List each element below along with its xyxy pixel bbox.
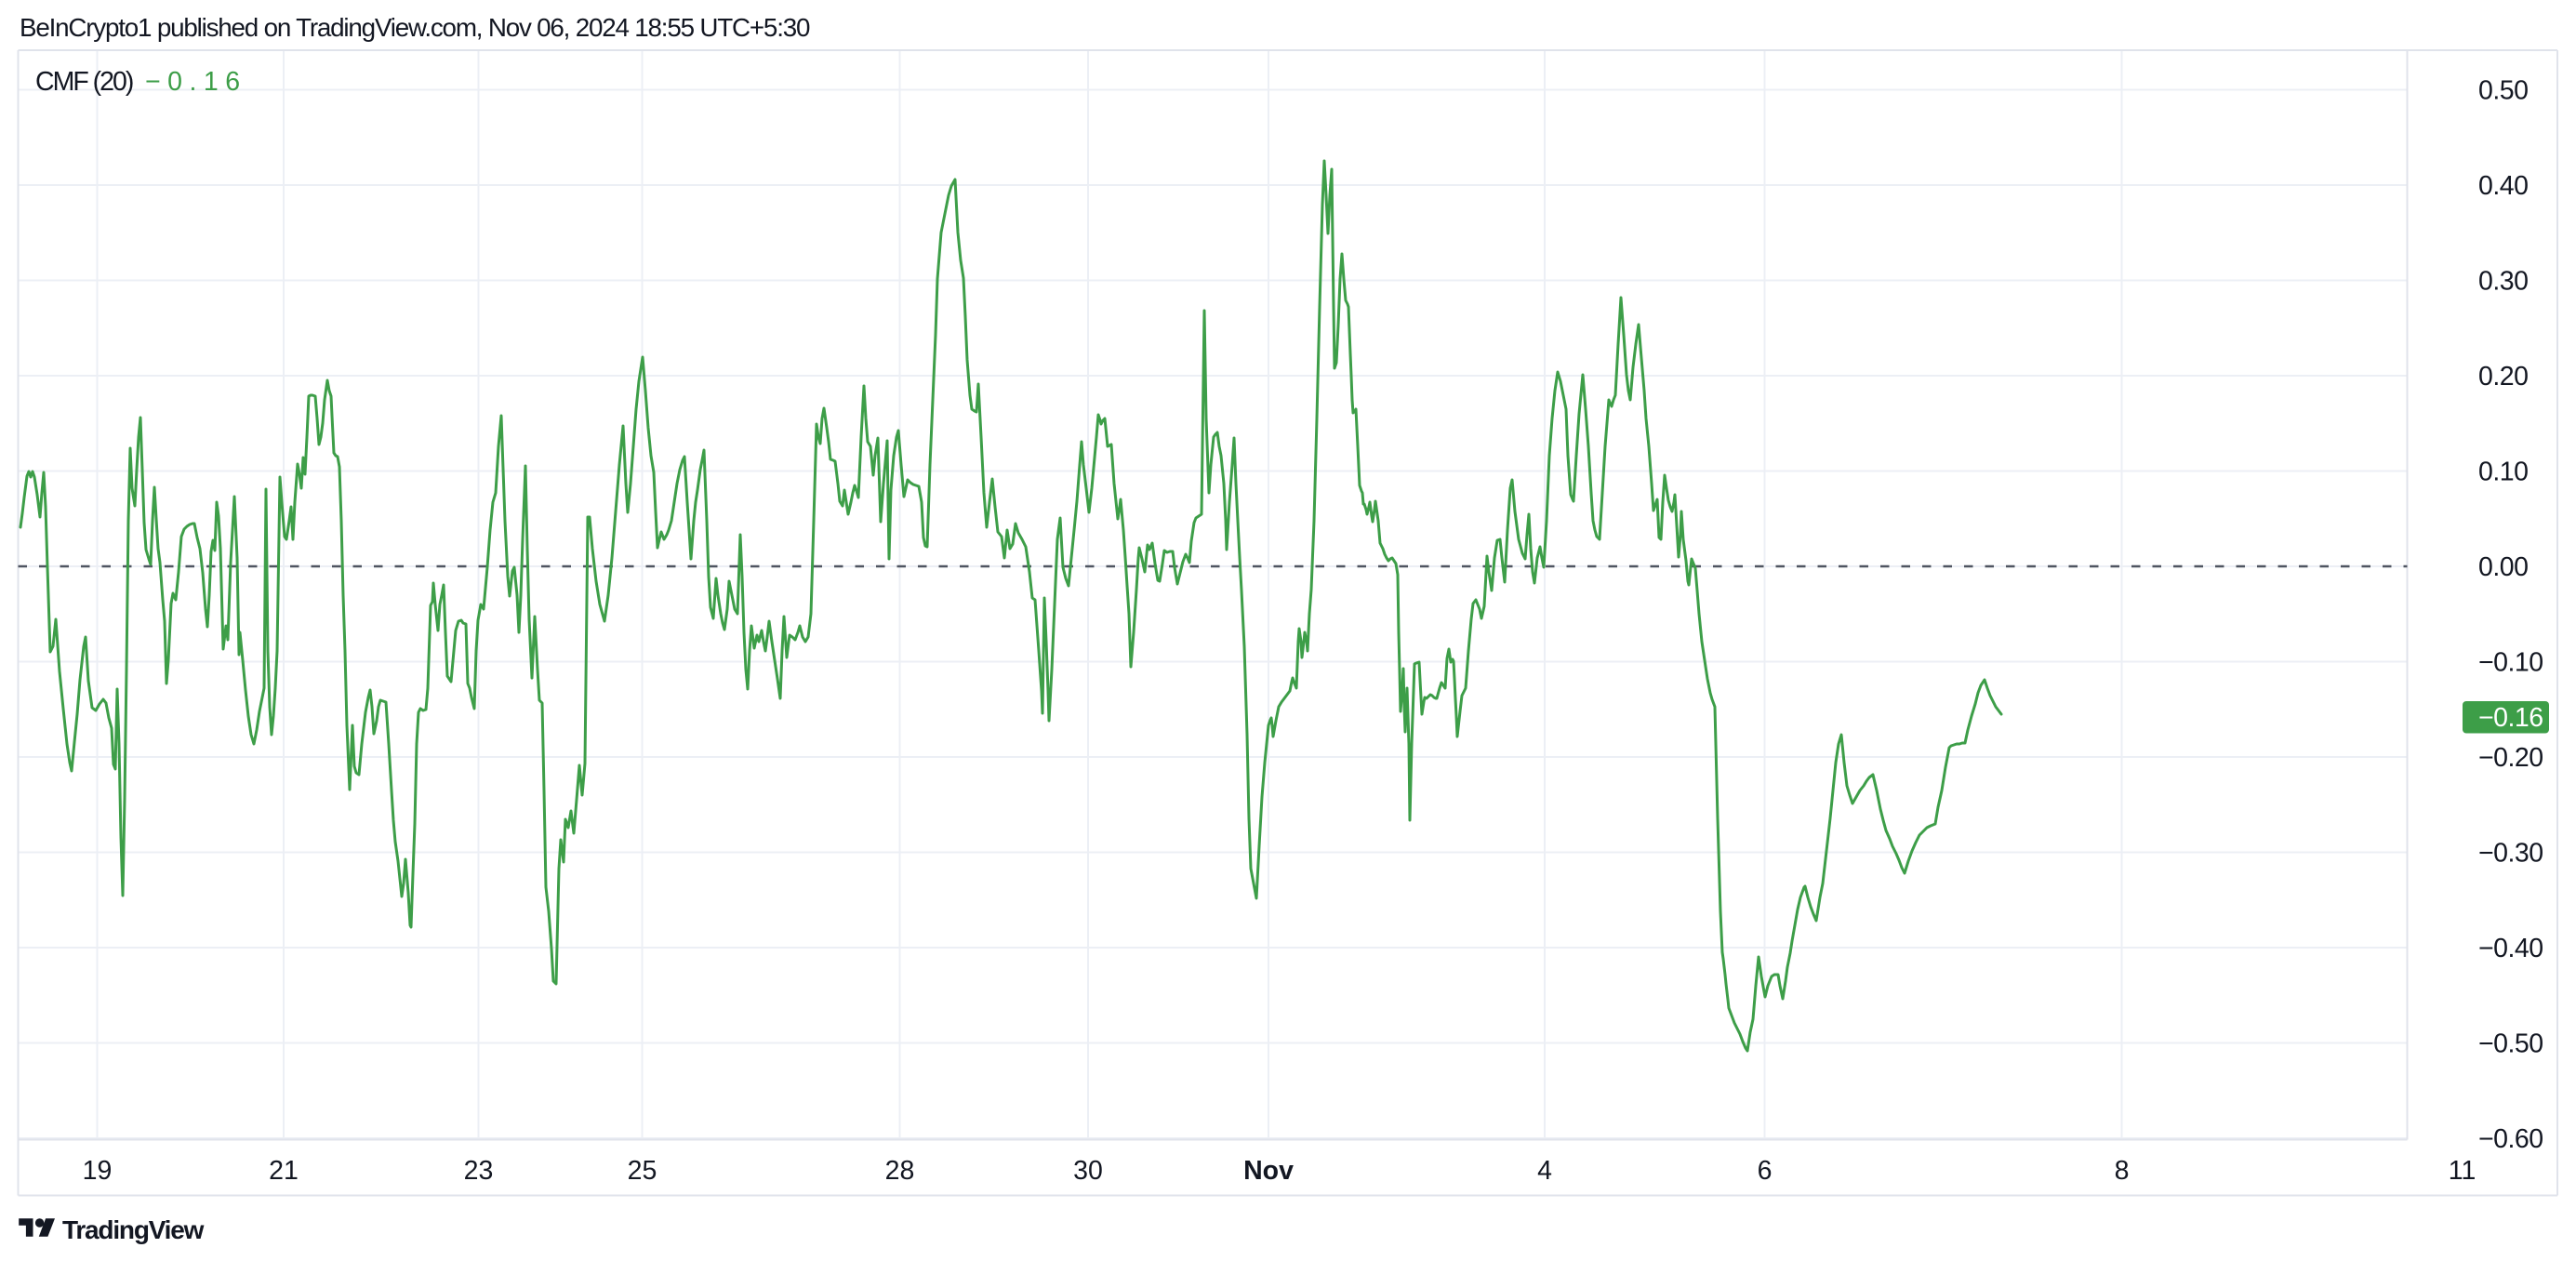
svg-text:0.50: 0.50 — [2478, 76, 2528, 106]
svg-text:−0.40: −0.40 — [2478, 934, 2543, 963]
svg-text:0.20: 0.20 — [2478, 362, 2528, 392]
svg-text:−0.16: −0.16 — [145, 67, 247, 97]
svg-text:0.30: 0.30 — [2478, 267, 2528, 297]
svg-text:−0.16: −0.16 — [2478, 703, 2543, 733]
svg-text:−0.60: −0.60 — [2478, 1124, 2543, 1154]
svg-text:0.00: 0.00 — [2478, 552, 2528, 582]
svg-text:−0.20: −0.20 — [2478, 743, 2543, 773]
svg-text:25: 25 — [628, 1156, 657, 1186]
svg-text:0.10: 0.10 — [2478, 458, 2528, 487]
svg-text:6: 6 — [1758, 1156, 1773, 1186]
svg-text:4: 4 — [1537, 1156, 1552, 1186]
svg-text:CMF (20): CMF (20) — [35, 67, 133, 97]
svg-text:19: 19 — [83, 1156, 113, 1186]
svg-text:21: 21 — [269, 1156, 299, 1186]
svg-text:−0.50: −0.50 — [2478, 1029, 2543, 1059]
svg-text:−0.30: −0.30 — [2478, 839, 2543, 869]
svg-text:11: 11 — [2449, 1156, 2476, 1186]
svg-text:8: 8 — [2115, 1156, 2130, 1186]
svg-text:28: 28 — [885, 1156, 915, 1186]
svg-text:BeInCrypto1 published on Tradi: BeInCrypto1 published on TradingView.com… — [20, 13, 810, 42]
svg-text:−0.10: −0.10 — [2478, 648, 2543, 678]
svg-text:0.40: 0.40 — [2478, 171, 2528, 201]
svg-text:Nov: Nov — [1243, 1156, 1294, 1186]
svg-text:30: 30 — [1073, 1156, 1103, 1186]
svg-text:TradingView: TradingView — [62, 1215, 205, 1244]
svg-text:23: 23 — [464, 1156, 494, 1186]
